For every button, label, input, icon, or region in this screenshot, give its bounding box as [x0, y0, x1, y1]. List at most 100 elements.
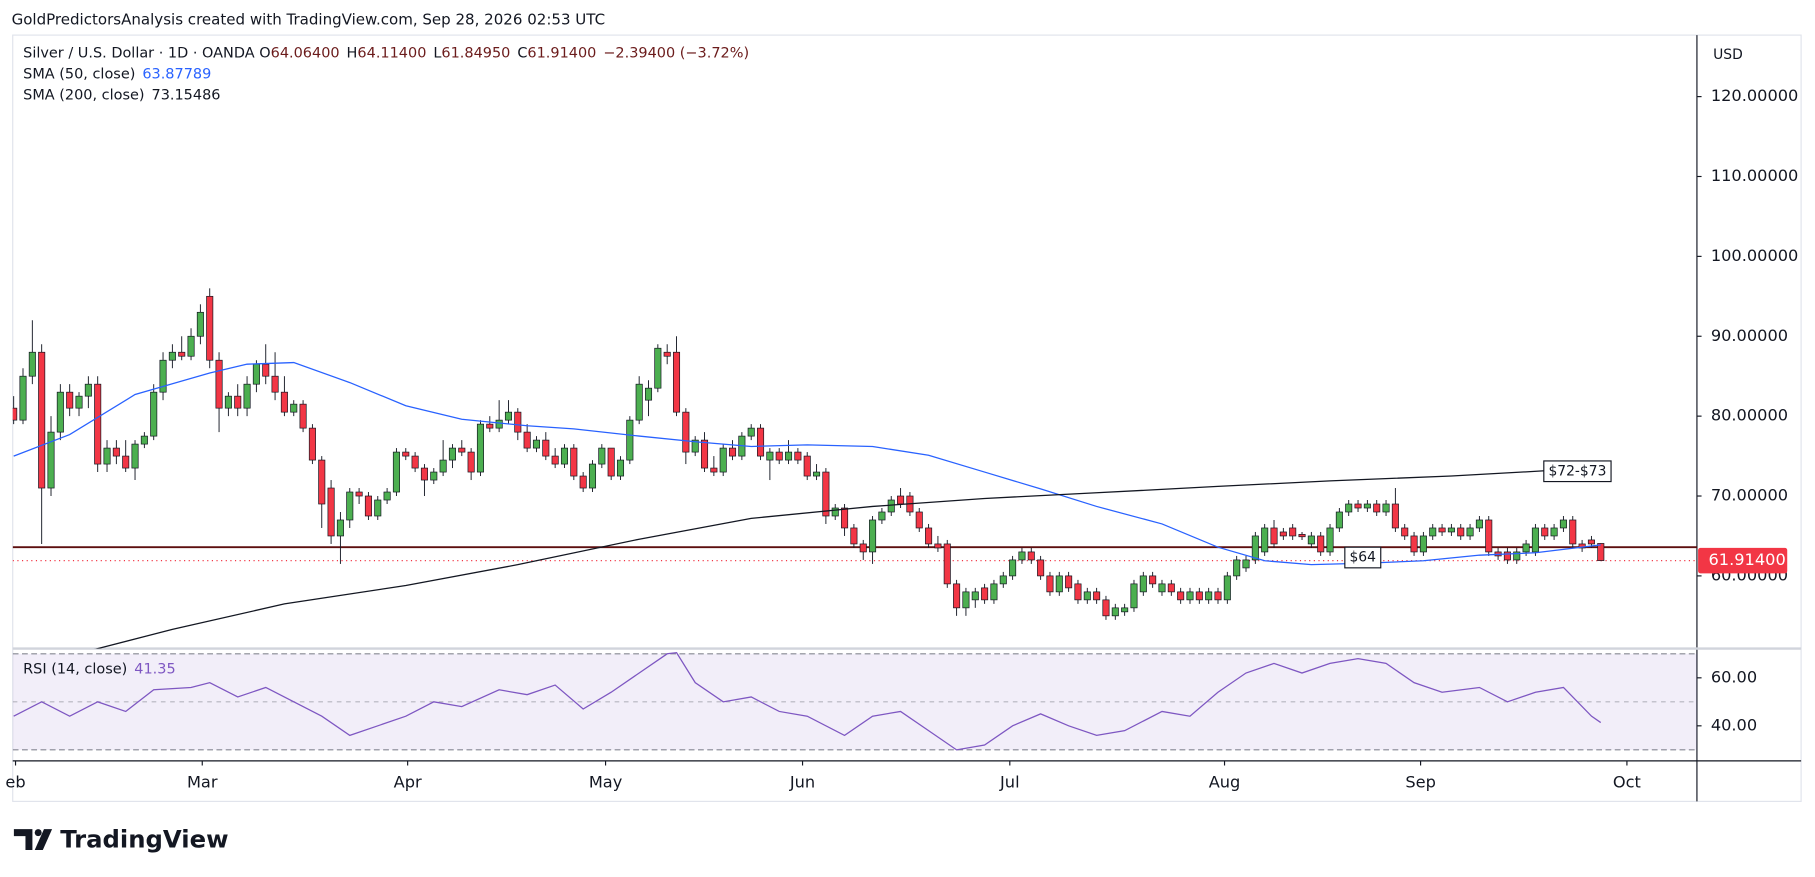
x-tick-label: Oct [1613, 772, 1641, 791]
candle-body [140, 435, 148, 445]
candle-body [514, 411, 522, 433]
candle-body [747, 427, 755, 437]
annotation-box [1543, 460, 1612, 483]
candle-body [1401, 527, 1409, 537]
candle-body [1447, 527, 1455, 533]
candle-body [869, 519, 877, 553]
sma-name: SMA (200, close) [23, 87, 144, 103]
candle-body [701, 439, 709, 469]
candle-body [570, 447, 578, 477]
candle-body [1195, 591, 1203, 601]
candle-body [1345, 503, 1353, 513]
candle-body [178, 351, 186, 357]
candle-body [1317, 535, 1325, 553]
candle-body [691, 439, 699, 453]
candle-body [308, 427, 316, 461]
candle-body [1597, 543, 1605, 561]
candle-body [626, 419, 634, 461]
candle-body [1522, 543, 1530, 553]
candle-body [981, 587, 989, 601]
rsi-pane [12, 651, 1697, 751]
candle-body [1531, 527, 1539, 553]
symbol-legend: Silver / U.S. Dollar · 1D · OANDA O64.064… [23, 46, 749, 62]
currency-box [1701, 42, 1795, 68]
candle-body [560, 447, 569, 465]
candle-body [794, 451, 802, 461]
candle-body [1177, 591, 1185, 601]
rsi-legend: RSI (14, close) 41.35 [23, 661, 176, 677]
candle-body [1326, 527, 1334, 553]
candle-body [1569, 519, 1577, 545]
logo-dot [34, 829, 42, 837]
candle-body [75, 395, 83, 409]
y-tick-label: 80.00000 [1711, 406, 1788, 425]
candle-body [943, 543, 951, 585]
candle-body [1270, 527, 1278, 545]
sma-line [13, 361, 1601, 566]
ohlc-value: 64.11400 [357, 46, 426, 62]
logo-mark [13, 829, 33, 851]
candle-body [1550, 527, 1558, 537]
x-tick-label: Jul [999, 772, 1020, 791]
candle-body [1018, 551, 1026, 561]
annotation: $64 [1344, 546, 1382, 569]
candle-body [1382, 503, 1390, 513]
candle-body [1167, 583, 1175, 593]
candle-body [766, 451, 774, 461]
candle-body [56, 391, 64, 433]
candle-body [420, 467, 428, 481]
candle-body [47, 431, 55, 489]
candle-body [1074, 583, 1082, 601]
candle-body [1475, 519, 1483, 529]
candle-body [1457, 527, 1465, 537]
sma-value: 73.15486 [152, 87, 221, 103]
sma-line [95, 470, 1545, 649]
candle-body [551, 455, 559, 465]
candle-body [1186, 591, 1194, 601]
annotation-label: $72-$73 [1548, 463, 1606, 479]
candle-body [38, 351, 46, 489]
candle-body [504, 411, 512, 421]
candle-body [1251, 535, 1259, 561]
candle-body [392, 451, 400, 493]
candle-body [1429, 527, 1437, 537]
candle-body [616, 459, 625, 477]
candle-body [374, 499, 382, 517]
candle-body [206, 295, 214, 361]
candle-body [1587, 539, 1595, 545]
candle-body [1233, 559, 1241, 577]
candle-body [1298, 534, 1306, 538]
candle-body [523, 431, 531, 449]
candle-body [1139, 575, 1147, 593]
candle-body [1419, 535, 1427, 553]
candle-body [336, 519, 344, 537]
y-tick-label: 70.00000 [1711, 486, 1788, 505]
annotation-label: $64 [1349, 550, 1376, 566]
candle-body [915, 511, 923, 529]
candle-body [990, 583, 998, 601]
candle-body [318, 459, 326, 505]
candle-body [598, 447, 606, 465]
candle-body [757, 427, 765, 457]
candle-body [953, 583, 961, 609]
logo-slash [34, 829, 53, 851]
candle-body [785, 451, 793, 461]
candle-body [841, 507, 849, 529]
candle-body [1037, 559, 1045, 577]
candle-body [588, 463, 597, 489]
candle-body [1466, 527, 1474, 537]
candle-body [1261, 527, 1269, 553]
candle-body [1578, 543, 1586, 549]
candle-body [299, 403, 307, 429]
brand: TradingView [60, 825, 228, 854]
last-price-label: 61.91400 [1709, 550, 1786, 569]
candle-body [542, 439, 550, 457]
last-price-box [1698, 547, 1788, 574]
candle-body [448, 447, 456, 461]
candle-body [1102, 599, 1110, 617]
candle-body [411, 455, 419, 469]
candle-body [682, 411, 690, 453]
candle-body [215, 359, 223, 409]
x-tick-label: May [589, 772, 623, 791]
